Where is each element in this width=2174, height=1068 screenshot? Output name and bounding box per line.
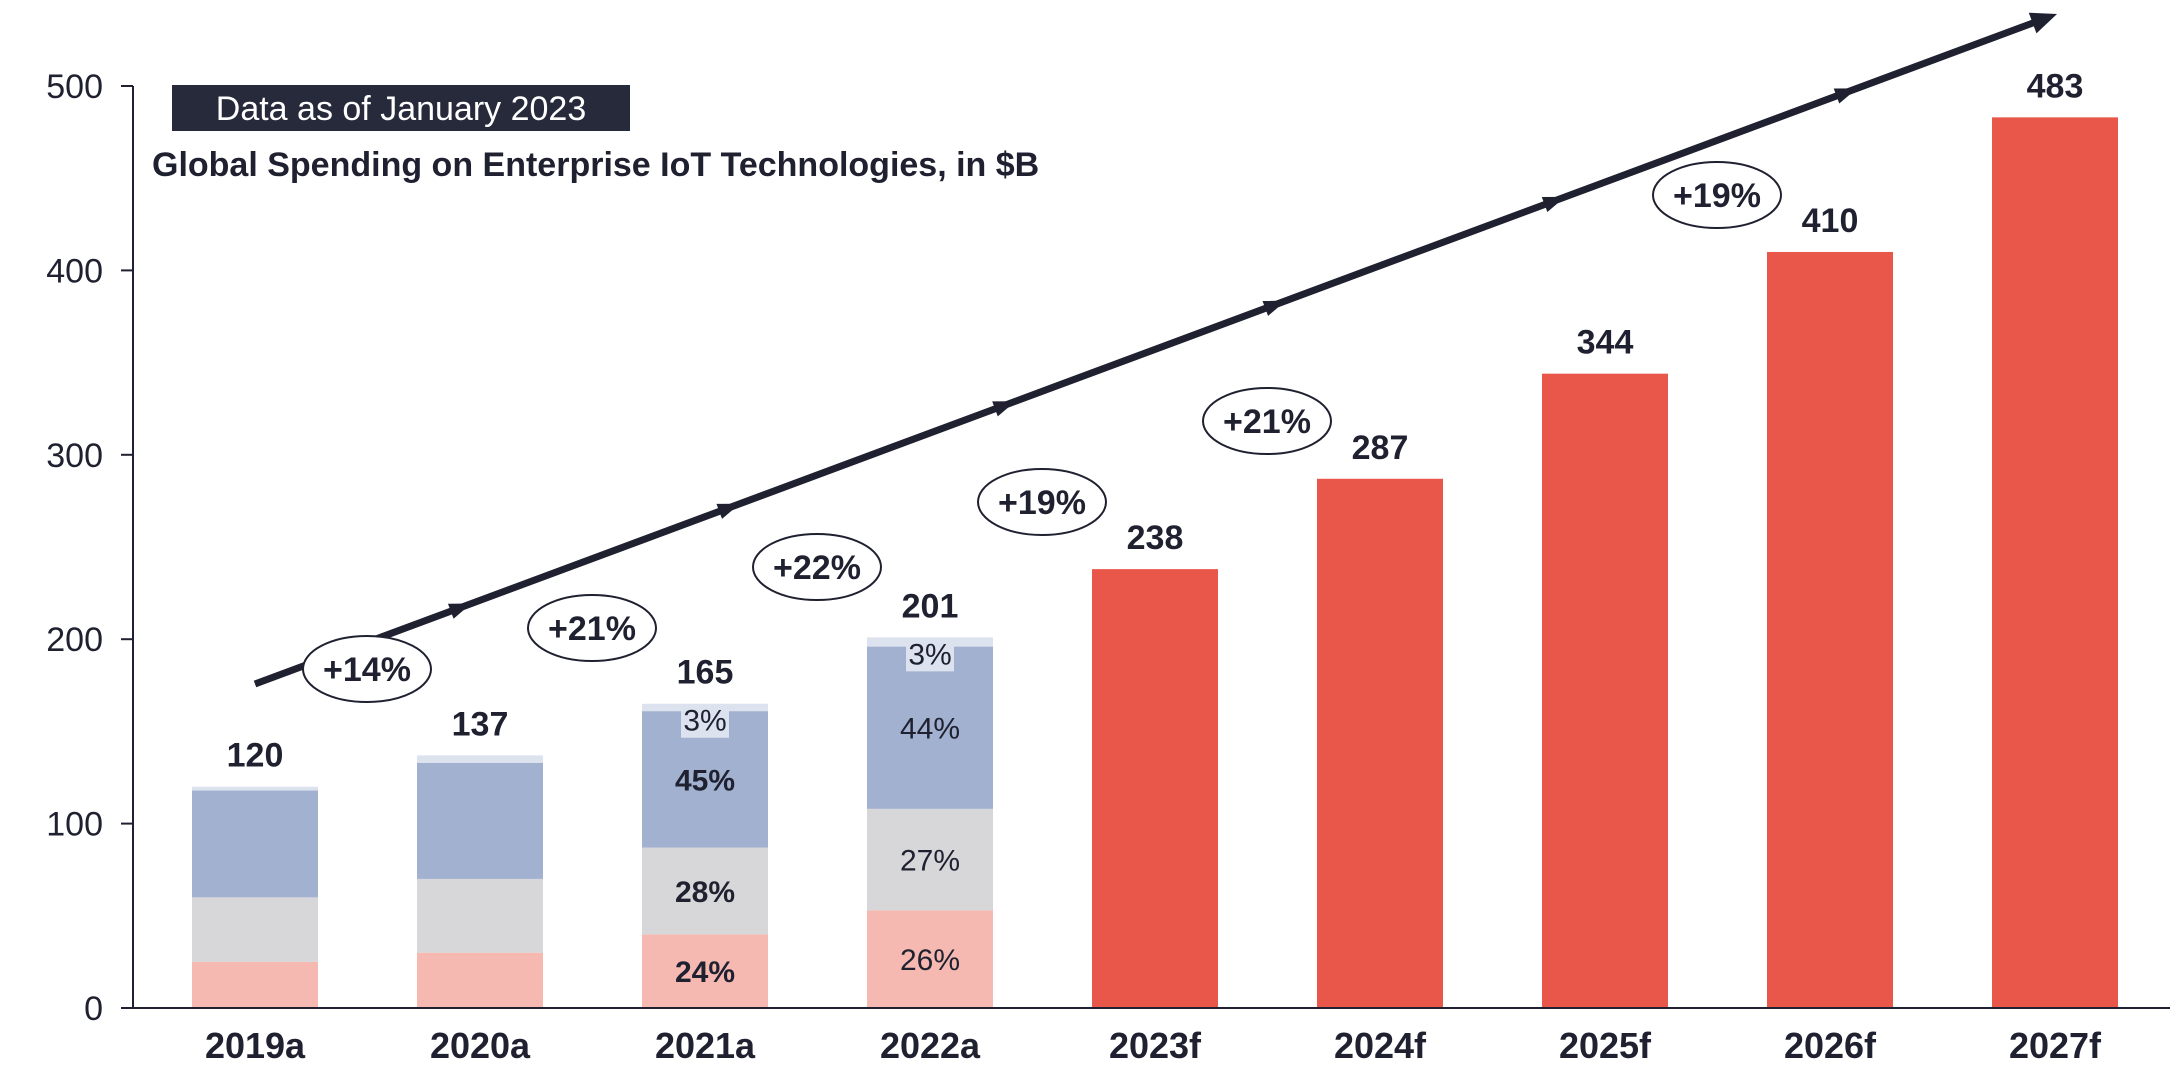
growth-rate-label-6: +19% [1673,177,1761,215]
segment-label-2021a-gray: 28% [675,876,735,909]
segment-label-2021a-top: 3% [683,705,726,738]
segment-label-2021a-blue: 45% [675,764,735,797]
y-tick-label-500: 500 [46,68,103,106]
bar-segment-pink-2022a [867,910,993,1008]
bar-segment-gray-2021a [642,847,768,935]
bar-segment-pink-2021a [642,934,768,1008]
bar-segment-blue-2022a [867,646,993,809]
bar-segment-gray-2022a [867,808,993,911]
data-date-badge-background [172,85,630,131]
segment-label-box-2021a [681,705,729,738]
category-label-2024f: 2024f [1334,1025,1427,1066]
segment-label-box-2022a [906,639,954,672]
segment-label-2022a-blue: 44% [900,713,960,746]
segment-label-2022a-pink: 26% [900,944,960,977]
labels-layer: 120 2019a 137 2020a 24% 28% 45% 3% 165 2021a 26% 27… [205,67,2102,1066]
trend-arrow-layer [253,12,2057,688]
growth-rate-bubble-6 [1652,161,1782,229]
bar-2027f [1992,117,2118,1008]
trend-arrow-line [253,16,2044,688]
chart-title: Global Spending on Enterprise IoT Techno… [152,146,1039,184]
category-label-2025f: 2025f [1559,1025,1652,1066]
y-tick-label-200: 200 [46,621,103,659]
bar-segment-top-2020a [417,755,543,763]
growth-rate-bubble-2 [527,594,657,662]
trend-chevron-3 [992,401,1016,417]
segment-label-2022a-top: 3% [908,638,951,671]
trend-chevron-5 [1541,196,1566,213]
growth-rate-label-1: +14% [323,651,411,689]
y-tick-label-0: 0 [84,990,103,1028]
axes-layer: 0 100 200 300 400 500 [46,68,2170,1028]
category-label-2020a: 2020a [430,1025,531,1066]
total-label-2027f: 483 [2027,67,2084,105]
growth-rate-bubble-3 [752,533,882,601]
bar-segment-gray-2019a [192,897,318,962]
trend-arrowhead [2028,12,2057,34]
bars-layer [192,117,2118,1009]
trend-chevron-6 [1833,88,1858,104]
bar-segment-pink-2019a [192,961,318,1008]
trend-chevron-4 [1262,300,1286,316]
y-tick-label-100: 100 [46,806,103,844]
total-label-2019a: 120 [227,737,284,775]
data-date-badge: Data as of January 2023 [216,90,586,128]
y-tick-label-400: 400 [46,252,103,290]
bar-segment-pink-2020a [417,952,543,1008]
category-label-2022a: 2022a [880,1025,981,1066]
total-label-2022a: 201 [902,587,959,625]
bar-2024f [1317,478,1443,1009]
trend-chevron-1 [447,603,472,619]
bar-2026f [1767,251,1893,1008]
growth-rate-label-3: +22% [773,549,861,587]
growth-rate-bubble-5 [1202,387,1332,455]
category-label-2021a: 2021a [655,1025,756,1066]
trend-chevron-2 [716,503,740,519]
category-label-2023f: 2023f [1109,1025,1202,1066]
y-tick-label-300: 300 [46,437,103,475]
bar-2023f [1092,569,1218,1008]
segment-label-2022a-gray: 27% [900,845,960,878]
segment-label-2021a-pink: 24% [675,956,735,989]
category-label-2027f: 2027f [2009,1025,2102,1066]
bar-segment-blue-2020a [417,762,543,879]
growth-rate-bubble-1 [302,635,432,703]
growth-rate-label-2: +21% [548,610,636,648]
bar-segment-gray-2020a [417,878,543,953]
bar-segment-top-2019a [192,786,318,791]
growth-rate-bubble-4 [977,468,1107,536]
category-label-2026f: 2026f [1784,1025,1877,1066]
growth-rate-label-4: +19% [998,484,1086,522]
bar-2025f [1542,373,1668,1008]
total-label-2020a: 137 [452,705,509,743]
growth-rate-label-5: +21% [1223,403,1311,441]
total-label-2025f: 344 [1577,324,1634,362]
category-label-2019a: 2019a [205,1025,306,1066]
total-label-2021a: 165 [677,654,734,692]
total-label-2023f: 238 [1127,519,1184,557]
total-label-2026f: 410 [1802,202,1859,240]
bar-segment-blue-2019a [192,790,318,898]
total-label-2024f: 287 [1352,429,1409,467]
